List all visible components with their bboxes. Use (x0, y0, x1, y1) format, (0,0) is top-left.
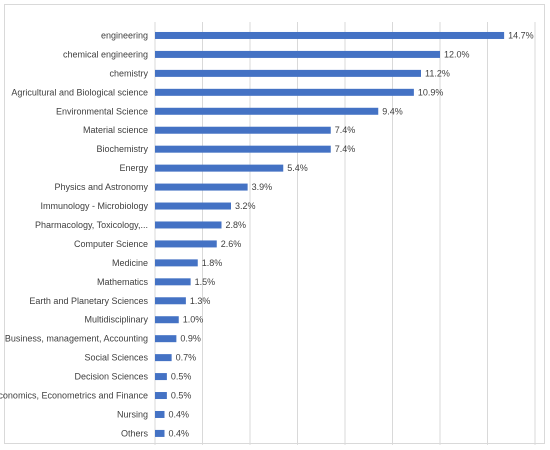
bar (155, 88, 414, 96)
bar (155, 183, 248, 191)
category-label: Biochemistry (96, 144, 148, 154)
category-label: Pharmacology, Toxicology,... (35, 220, 148, 230)
data-label: 7.4% (335, 144, 356, 154)
data-label: 0.7% (176, 353, 197, 363)
category-label: Medicine (112, 258, 148, 268)
category-label: Earth and Planetary Sciences (29, 296, 148, 306)
data-label: 1.3% (190, 296, 211, 306)
data-label: 0.4% (169, 409, 190, 419)
data-label: 1.0% (183, 315, 204, 325)
category-label: Multidisciplinary (84, 315, 148, 325)
category-label: Economics, Econometrics and Finance (0, 391, 148, 401)
data-label: 9.4% (382, 106, 403, 116)
bar (155, 69, 421, 77)
chart-frame (4, 4, 545, 444)
data-label: 7.4% (335, 125, 356, 135)
bar (155, 354, 172, 362)
data-label: 2.8% (226, 220, 247, 230)
bar (155, 240, 217, 248)
data-label: 3.9% (252, 182, 273, 192)
data-label: 1.5% (195, 277, 216, 287)
data-label: 0.5% (171, 372, 192, 382)
data-label: 14.7% (508, 30, 534, 40)
bar (155, 202, 231, 210)
category-label: Decision Sciences (74, 372, 148, 382)
category-label: Social Sciences (84, 353, 148, 363)
bar (155, 297, 186, 305)
category-label: Others (121, 428, 149, 438)
bar (155, 221, 222, 229)
bar (155, 259, 198, 267)
bar (155, 107, 379, 115)
data-label: 11.2% (425, 68, 450, 78)
data-label: 1.8% (202, 258, 223, 268)
category-label: Business, management, Accounting (5, 334, 148, 344)
category-label: Computer Science (74, 239, 148, 249)
bar (155, 31, 505, 39)
category-label: Energy (119, 163, 148, 173)
data-label: 0.5% (171, 391, 192, 401)
bar (155, 392, 167, 400)
data-label: 3.2% (235, 201, 256, 211)
category-label: Agricultural and Biological science (11, 87, 148, 97)
data-label: 0.4% (169, 428, 190, 438)
category-label: chemistry (109, 68, 148, 78)
bar (155, 126, 331, 134)
data-label: 10.9% (418, 87, 444, 97)
bar (155, 410, 165, 418)
data-label: 5.4% (287, 163, 308, 173)
bar (155, 145, 331, 153)
bar (155, 164, 284, 172)
category-label: Environmental Science (56, 106, 148, 116)
bar (155, 50, 440, 58)
bar (155, 373, 167, 381)
category-label: Mathematics (97, 277, 149, 287)
category-label: Physics and Astronomy (54, 182, 148, 192)
bar (155, 278, 191, 286)
bar (155, 316, 179, 324)
bar (155, 335, 177, 343)
bar (155, 429, 165, 437)
category-label: engineering (101, 30, 148, 40)
category-label: Immunology - Microbiology (40, 201, 148, 211)
data-label: 0.9% (180, 334, 201, 344)
category-label: chemical engineering (63, 49, 148, 59)
category-label: Material science (83, 125, 148, 135)
data-label: 2.6% (221, 239, 242, 249)
category-label: Nursing (117, 409, 148, 419)
data-label: 12.0% (444, 49, 470, 59)
